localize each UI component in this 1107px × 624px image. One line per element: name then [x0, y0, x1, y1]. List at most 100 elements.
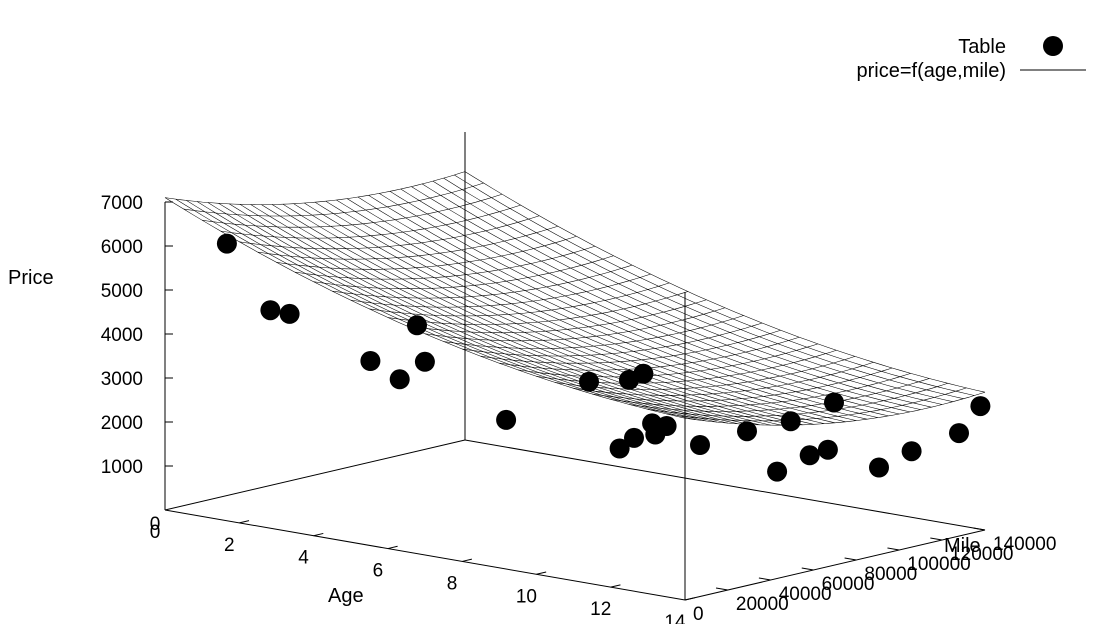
data-point: [279, 303, 300, 324]
surface-line-mile: [443, 177, 964, 399]
x-tick-mark: [239, 520, 250, 524]
surface-line-age: [369, 282, 670, 317]
surface-line-age: [480, 329, 781, 364]
data-point: [901, 441, 922, 462]
z-tick-label: 5000: [101, 281, 143, 302]
x-tick-mark: [313, 532, 324, 537]
y-tick-label: 120000: [950, 544, 1013, 565]
surface-line-age: [387, 291, 688, 325]
data-point: [389, 369, 410, 390]
surface-line-age: [666, 387, 967, 422]
surface-line-age: [684, 391, 986, 426]
y-tick-mark: [973, 527, 986, 531]
y-tick-mark: [930, 537, 943, 541]
data-point: [260, 300, 281, 321]
z-tick-label: 7000: [101, 193, 143, 214]
y-axis-label: Mile: [944, 535, 981, 557]
surface-line-mile: [293, 203, 814, 425]
data-point: [817, 439, 838, 460]
data-point: [360, 351, 381, 371]
data-point: [949, 423, 969, 444]
z-tick-label: 6000: [101, 237, 143, 258]
data-point: [799, 445, 820, 466]
data-point: [824, 392, 844, 413]
y-tick-mark: [758, 577, 771, 581]
x-tick-label: 8: [447, 573, 458, 594]
data-point: [407, 315, 427, 336]
y-tick-label: 80000: [864, 564, 917, 585]
x-axis-line: [164, 509, 686, 601]
y-tick-mark: [887, 547, 900, 551]
back-y-axis-line: [164, 439, 466, 511]
z-tick-label: 1000: [101, 457, 143, 478]
surface-line-age: [517, 343, 818, 378]
y-tick-mark: [715, 587, 728, 591]
y-tick-mark: [844, 557, 857, 561]
y-tick-label: 140000: [993, 534, 1056, 555]
surface-line-age: [629, 378, 930, 412]
z-axis-label: Price: [8, 267, 54, 289]
surface-line-age: [257, 225, 558, 260]
surface-line-age: [183, 182, 484, 217]
surface-line-mile: [464, 171, 986, 393]
x-tick-label: 14: [664, 612, 686, 624]
x-tick-label: 12: [590, 599, 611, 620]
surface-line-age: [313, 255, 614, 289]
y-tick-label: 0: [693, 604, 704, 624]
legend-marker-table: [1043, 36, 1063, 56]
surface-line-age: [573, 362, 874, 396]
z-tick-label: 3000: [101, 369, 143, 390]
data-point: [633, 363, 654, 384]
x-tick-label: 0: [150, 522, 161, 543]
x-tick-mark: [684, 597, 695, 601]
surface-line-age: [276, 236, 577, 270]
data-point: [737, 421, 757, 442]
x-tick-label: 10: [516, 586, 537, 607]
surface-line-age: [592, 367, 893, 402]
surface-line-age: [239, 215, 540, 250]
x-tick-label: 6: [373, 561, 384, 582]
data-point: [970, 396, 991, 417]
data-point: [869, 457, 889, 478]
surface-mesh: [164, 171, 986, 426]
data-point: [609, 438, 630, 459]
surface-line-age: [332, 264, 633, 299]
surface-line-age: [294, 245, 596, 280]
legend-label-table: Table: [958, 36, 1006, 58]
y-tick-mark: [801, 567, 814, 571]
surface-line-age: [554, 356, 856, 390]
data-point: [496, 409, 517, 430]
y-tick-label: 20000: [736, 594, 789, 615]
x-tick-mark: [387, 545, 398, 550]
surface-line-mile: [346, 198, 868, 420]
surface-line-mile: [164, 197, 686, 419]
z-tick-label: 2000: [101, 413, 143, 434]
surface-line-mile: [175, 198, 696, 420]
x-tick-mark: [536, 571, 547, 575]
data-point: [645, 424, 666, 445]
surface-line-age: [406, 299, 707, 334]
y-tick-label: 60000: [822, 574, 875, 595]
surface-line-age: [164, 171, 466, 205]
surface-line-mile: [229, 203, 750, 425]
x-tick-label: 4: [298, 548, 309, 569]
data-points: [216, 233, 991, 482]
surface-line-mile: [454, 174, 975, 396]
surface-line-age: [610, 373, 911, 407]
data-point: [579, 371, 599, 392]
surface-line-age: [462, 322, 763, 357]
surface-line-age: [350, 273, 651, 308]
x-tick-mark: [610, 584, 621, 588]
y-tick-label: 40000: [779, 584, 832, 605]
surface-line-age: [424, 307, 726, 342]
x-tick-mark: [462, 558, 472, 562]
surface-line-mile: [250, 204, 771, 426]
y-axis-line: [684, 529, 986, 601]
legend: Table price=f(age,mile): [856, 36, 1086, 82]
data-point: [767, 461, 788, 482]
z-tick-label: 4000: [101, 325, 143, 346]
data-point: [414, 351, 435, 372]
surface-line-age: [202, 193, 503, 228]
